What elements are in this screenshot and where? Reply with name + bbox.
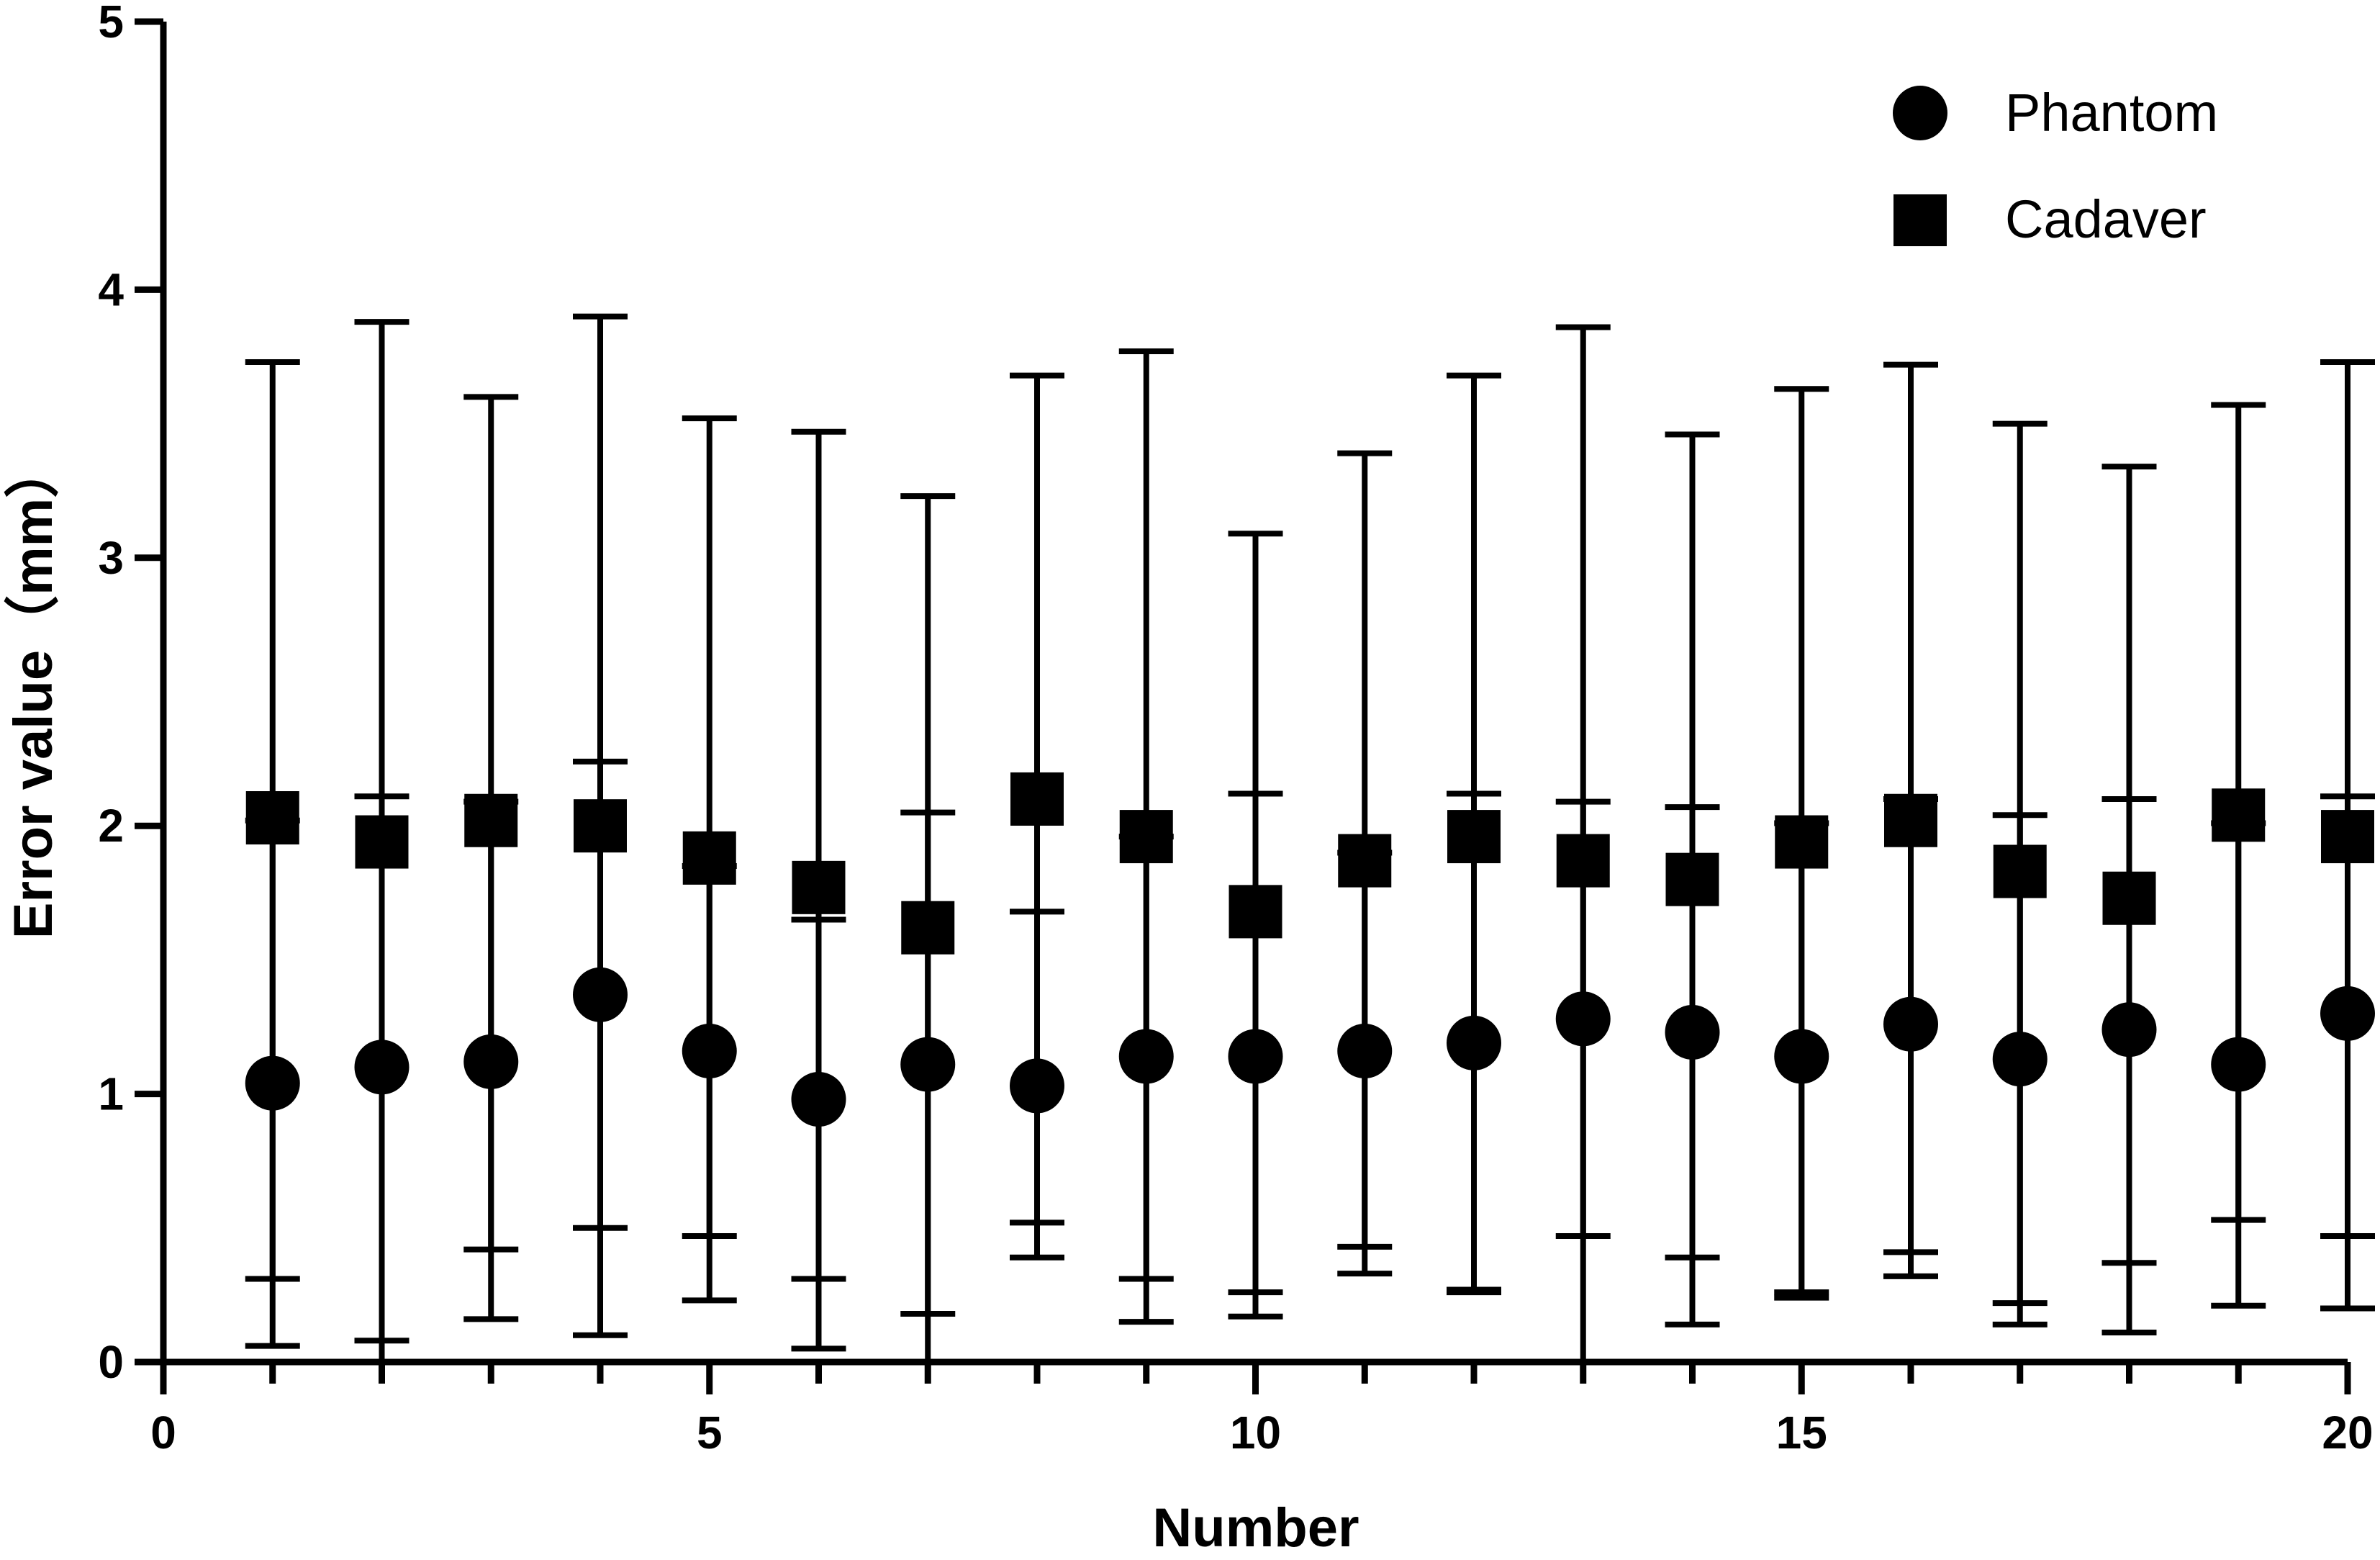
x-tick-label: 0 — [150, 1407, 176, 1458]
phantom-error-bar — [2320, 793, 2375, 1312]
phantom-point — [2320, 986, 2375, 1041]
phantom-point — [791, 1072, 846, 1127]
phantom-point — [2101, 1002, 2157, 1058]
y-tick-label: 5 — [98, 0, 124, 48]
error-bars — [245, 313, 2375, 1365]
cadaver-point — [1993, 844, 2047, 898]
phantom-point — [1228, 1029, 1283, 1084]
phantom-point — [1447, 1015, 1501, 1070]
phantom-point — [1883, 996, 1938, 1052]
data-markers — [245, 772, 2375, 1127]
x-tick-label: 5 — [697, 1407, 723, 1458]
cadaver-point — [2321, 810, 2374, 864]
y-axis-title: Error value（mm） — [3, 443, 64, 939]
x-tick-label: 20 — [2322, 1407, 2373, 1458]
phantom-point — [1774, 1029, 1829, 1084]
legend-label-cadaver: Cadaver — [2005, 189, 2207, 249]
cadaver-point — [245, 791, 299, 845]
cadaver-point — [1338, 834, 1392, 888]
y-tick-label: 1 — [98, 1068, 124, 1120]
phantom-point — [1010, 1058, 1064, 1114]
cadaver-point — [1775, 815, 1829, 869]
phantom-error-bar — [573, 758, 628, 1338]
phantom-error-bar — [791, 916, 846, 1352]
legend-label-phantom: Phantom — [2005, 83, 2218, 143]
phantom-point — [1555, 991, 1611, 1047]
legend-marker-cadaver — [1893, 194, 1947, 246]
tick-labels: 0 1 2 3 4 5 0 5 10 15 20 — [98, 0, 2373, 1458]
phantom-point — [463, 1034, 519, 1089]
phantom-point — [1118, 1029, 1174, 1084]
y-tick-label: 0 — [98, 1336, 124, 1388]
axis-ticks — [135, 18, 2351, 1394]
cadaver-point — [1556, 834, 1610, 888]
cadaver-point — [1229, 885, 1282, 939]
phantom-point — [573, 967, 628, 1022]
phantom-error-bar — [1555, 798, 1611, 1365]
y-tick-label: 2 — [98, 800, 124, 852]
phantom-point — [245, 1055, 300, 1111]
phantom-point — [682, 1024, 737, 1079]
legend: Phantom Cadaver — [1893, 83, 2218, 249]
cadaver-point — [355, 815, 409, 869]
cadaver-point — [1010, 772, 1064, 826]
phantom-point — [2211, 1037, 2266, 1092]
cadaver-point — [1884, 793, 1937, 847]
cadaver-point — [682, 831, 736, 885]
y-tick-label: 4 — [98, 263, 124, 315]
cadaver-point — [1665, 852, 1719, 906]
phantom-point — [1992, 1032, 2048, 1087]
phantom-point — [900, 1037, 956, 1092]
cadaver-point — [901, 901, 955, 955]
cadaver-point — [2212, 788, 2266, 842]
x-tick-label: 10 — [1230, 1407, 1281, 1458]
cadaver-point — [2102, 871, 2156, 925]
cadaver-point — [574, 799, 627, 853]
y-tick-label: 3 — [98, 532, 124, 584]
cadaver-point — [792, 860, 846, 914]
cadaver-point — [1447, 810, 1501, 864]
cadaver-point — [1119, 810, 1173, 864]
cadaver-point — [464, 793, 518, 847]
x-axis-title: Number — [1152, 1497, 1359, 1559]
phantom-point — [354, 1040, 410, 1095]
phantom-point — [1337, 1024, 1393, 1079]
phantom-point — [1665, 1004, 1720, 1060]
legend-marker-phantom — [1893, 86, 1947, 140]
x-tick-label: 15 — [1776, 1407, 1827, 1458]
